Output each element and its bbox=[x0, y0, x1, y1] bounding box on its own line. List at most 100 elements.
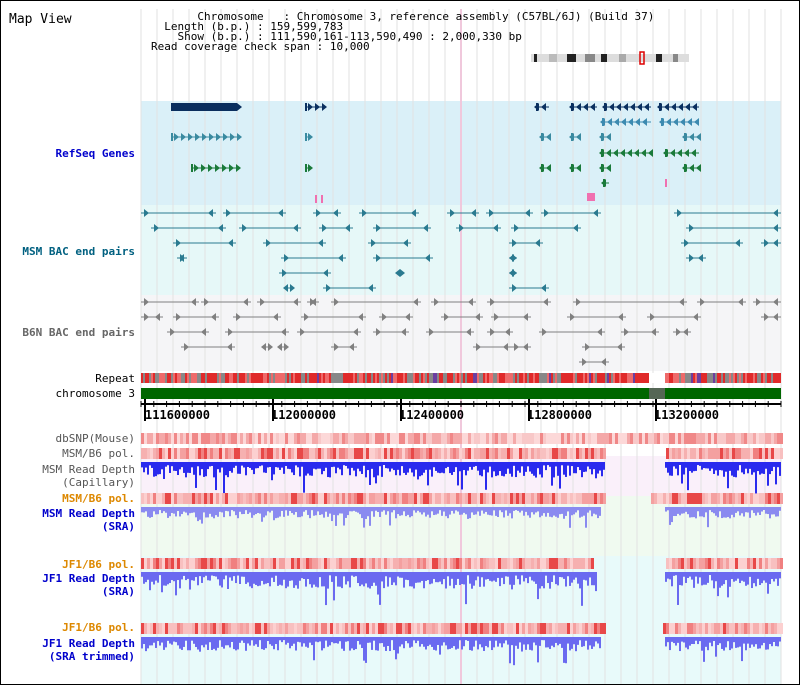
heat-cell bbox=[555, 448, 558, 459]
depth-bar bbox=[591, 462, 593, 475]
depth-bar bbox=[327, 507, 329, 517]
gene-exon bbox=[174, 133, 179, 141]
depth-bar bbox=[379, 572, 381, 605]
depth-bar bbox=[317, 572, 319, 588]
marker bbox=[665, 179, 667, 187]
heat-cell bbox=[141, 623, 144, 634]
depth-bar bbox=[717, 462, 719, 476]
heat-cell bbox=[480, 623, 483, 634]
heat-cell bbox=[468, 558, 471, 569]
bac-end bbox=[283, 284, 288, 292]
repeat-cell bbox=[307, 373, 309, 383]
heat-cell bbox=[729, 433, 732, 444]
depth-bar bbox=[487, 462, 489, 473]
msm-bac-label[interactable]: MSM BAC end pairs bbox=[22, 245, 135, 258]
depth-bar bbox=[159, 507, 161, 511]
repeat-cell bbox=[539, 373, 541, 383]
depth-bar bbox=[221, 507, 223, 513]
heat-cell bbox=[402, 558, 405, 569]
repeat-cell bbox=[511, 373, 513, 383]
depth-bar bbox=[185, 572, 187, 581]
heat-cell bbox=[717, 623, 720, 634]
msm-depth-sra-label[interactable]: MSM Read Depth (SRA) bbox=[42, 507, 135, 533]
jf1-depth-trimmed-label[interactable]: JF1 Read Depth (SRA trimmed) bbox=[42, 637, 135, 663]
gene-exon bbox=[613, 149, 618, 157]
heat-cell bbox=[651, 433, 654, 444]
depth-bar bbox=[171, 572, 173, 581]
repeat-cell bbox=[155, 373, 157, 383]
heat-cell bbox=[471, 623, 474, 634]
chromosome-label: Chromosome bbox=[197, 10, 264, 23]
heat-cell bbox=[297, 558, 300, 569]
depth-bar bbox=[295, 507, 297, 513]
depth-bar bbox=[167, 507, 169, 518]
heat-cell bbox=[405, 493, 408, 504]
depth-bar bbox=[429, 507, 431, 518]
depth-bar bbox=[547, 637, 549, 648]
heat-cell bbox=[441, 623, 444, 634]
depth-bar bbox=[389, 572, 391, 578]
heat-cell bbox=[627, 433, 630, 444]
jf1-depth-sra-label[interactable]: JF1 Read Depth (SRA) bbox=[42, 572, 135, 598]
depth-bar bbox=[517, 507, 519, 511]
heat-cell bbox=[702, 493, 705, 504]
heat-cell bbox=[723, 433, 726, 444]
depth-bar bbox=[575, 462, 577, 474]
heat-cell bbox=[780, 448, 783, 459]
heat-cell bbox=[741, 433, 744, 444]
heat-cell bbox=[180, 623, 183, 634]
b6n-bac-label[interactable]: B6N BAC end pairs bbox=[22, 326, 135, 339]
bac-end bbox=[154, 224, 159, 232]
depth-bar bbox=[695, 637, 697, 641]
bac-end bbox=[471, 209, 476, 217]
heat-cell bbox=[591, 448, 594, 459]
depth-bar bbox=[599, 507, 601, 516]
heat-cell bbox=[522, 558, 525, 569]
depth-bar bbox=[595, 462, 597, 479]
bac-end bbox=[509, 254, 514, 262]
heat-cell bbox=[495, 623, 498, 634]
heat-cell bbox=[369, 448, 372, 459]
heat-cell bbox=[561, 433, 564, 444]
depth-bar bbox=[549, 462, 551, 467]
depth-bar bbox=[669, 462, 671, 476]
depth-bar bbox=[217, 507, 219, 517]
depth-bar bbox=[757, 462, 759, 472]
depth-bar bbox=[213, 507, 215, 519]
depth-bar bbox=[681, 462, 683, 484]
heat-cell bbox=[492, 558, 495, 569]
depth-bar bbox=[373, 572, 375, 583]
repeat-cell bbox=[555, 373, 557, 383]
axis-ruler bbox=[140, 399, 782, 421]
heat-cell bbox=[747, 433, 750, 444]
depth-bar bbox=[173, 462, 175, 471]
depth-bar bbox=[479, 637, 481, 645]
heat-cell bbox=[375, 623, 378, 634]
heat-cell bbox=[399, 493, 402, 504]
depth-bar bbox=[505, 462, 507, 474]
heat-cell bbox=[318, 448, 321, 459]
depth-bar bbox=[447, 637, 449, 650]
depth-bar bbox=[471, 572, 473, 589]
depth-bar bbox=[777, 572, 779, 586]
depth-bar bbox=[675, 462, 677, 469]
repeat-cell bbox=[721, 373, 723, 383]
bac-end bbox=[689, 254, 694, 262]
depth-bar bbox=[245, 572, 247, 584]
refseq-genes-label[interactable]: RefSeq Genes bbox=[55, 147, 135, 160]
gene-end bbox=[684, 133, 686, 141]
depth-bar bbox=[739, 572, 741, 584]
heat-cell bbox=[465, 433, 468, 444]
heat-cell bbox=[594, 623, 597, 634]
depth-bar bbox=[589, 572, 591, 578]
depth-bar bbox=[383, 637, 385, 647]
heat-cell bbox=[372, 558, 375, 569]
depth-bar bbox=[435, 462, 437, 471]
depth-bar bbox=[269, 462, 271, 467]
depth-bar bbox=[225, 462, 227, 476]
heat-cell bbox=[171, 493, 174, 504]
depth-bar bbox=[229, 637, 231, 648]
depth-bar bbox=[417, 507, 419, 511]
depth-bar bbox=[193, 572, 195, 581]
depth-bar bbox=[395, 637, 397, 660]
